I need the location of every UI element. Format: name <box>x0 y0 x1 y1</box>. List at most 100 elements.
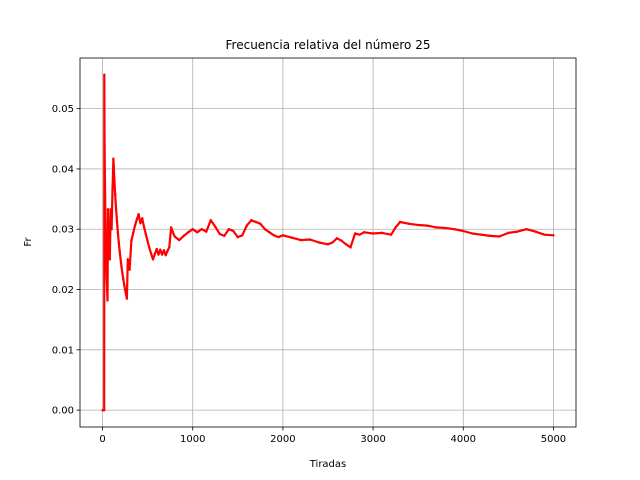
data-point <box>119 258 122 261</box>
data-point <box>146 240 149 243</box>
data-point <box>218 232 221 236</box>
data-point <box>290 236 294 239</box>
data-point <box>162 249 166 252</box>
data-point <box>299 238 303 242</box>
data-point <box>114 208 118 211</box>
data-point <box>121 272 124 275</box>
plot-area <box>101 73 555 412</box>
x-tick-label: 2000 <box>270 434 295 445</box>
data-point <box>133 224 137 227</box>
y-tick-label: 0.01 <box>52 345 74 356</box>
data-point <box>380 231 384 235</box>
data-point <box>126 258 129 261</box>
data-point <box>245 224 249 227</box>
data-point <box>340 239 343 242</box>
data-point <box>394 226 397 229</box>
data-point <box>157 253 160 256</box>
data-point <box>250 218 253 222</box>
chart-title: Frecuencia relativa del número 25 <box>226 38 431 52</box>
data-point <box>168 246 171 249</box>
data-point <box>112 157 115 160</box>
data-point <box>407 222 411 226</box>
data-point <box>317 241 321 244</box>
data-point <box>398 220 402 224</box>
data-point <box>353 232 357 235</box>
data-point <box>135 218 139 221</box>
data-point <box>543 233 546 236</box>
data-point <box>160 253 164 256</box>
data-point <box>182 234 185 238</box>
data-point <box>110 228 113 231</box>
data-point <box>139 222 142 225</box>
data-point <box>196 231 199 234</box>
data-point <box>281 234 285 237</box>
data-point <box>444 226 447 230</box>
data-point <box>236 235 240 239</box>
data-point <box>171 231 175 234</box>
data-point <box>426 224 429 227</box>
data-point <box>169 226 173 229</box>
data-point <box>144 232 148 236</box>
data-point <box>435 226 438 229</box>
data-point <box>103 167 107 171</box>
data-point <box>525 228 528 231</box>
data-point <box>117 241 120 244</box>
data-point <box>151 258 155 261</box>
data-point <box>137 212 140 216</box>
data-point <box>326 243 330 246</box>
data-point <box>159 248 162 251</box>
data-point <box>416 223 420 227</box>
data-point <box>122 278 125 281</box>
data-point <box>116 231 120 235</box>
data-point <box>308 238 312 241</box>
data-point <box>232 229 235 233</box>
data-point <box>111 189 114 192</box>
data-point <box>507 231 510 235</box>
data-point <box>498 235 501 238</box>
data-point <box>358 233 361 236</box>
data-point <box>109 208 112 211</box>
data-point <box>344 243 348 246</box>
data-point <box>104 258 108 261</box>
data-point <box>125 297 129 300</box>
x-tick-label: 1000 <box>180 434 205 445</box>
data-point <box>259 222 262 226</box>
data-point <box>142 225 146 229</box>
data-point <box>214 225 217 229</box>
data-point <box>164 253 167 257</box>
x-tick-label: 5000 <box>541 434 566 445</box>
data-point <box>335 237 339 240</box>
data-point <box>141 217 144 220</box>
data-point <box>107 236 111 239</box>
data-point <box>166 249 169 253</box>
data-point <box>130 239 133 242</box>
data-point <box>516 230 519 233</box>
data-point <box>127 263 130 267</box>
data-point <box>489 234 492 238</box>
data-point <box>277 235 280 239</box>
data-point <box>191 228 194 231</box>
data-point <box>123 288 127 291</box>
data-point <box>105 288 109 291</box>
axes-frame <box>79 57 577 428</box>
x-tick-label: 4000 <box>451 434 476 445</box>
data-point <box>105 275 108 278</box>
data-point <box>227 228 230 231</box>
data-point <box>471 232 474 235</box>
data-point <box>132 231 135 235</box>
data-point <box>120 265 123 268</box>
y-tick-label: 0.04 <box>52 164 74 175</box>
data-point <box>148 246 151 250</box>
data-point <box>106 299 109 302</box>
data-point <box>200 228 203 231</box>
data-point <box>534 230 537 233</box>
x-tick-label: 0 <box>99 434 105 445</box>
data-point <box>102 408 106 412</box>
data-point <box>254 220 258 224</box>
data-point <box>115 220 119 223</box>
x-tick-label: 3000 <box>360 434 385 445</box>
y-axis-label: Fr <box>23 237 34 247</box>
data-point <box>107 223 110 226</box>
